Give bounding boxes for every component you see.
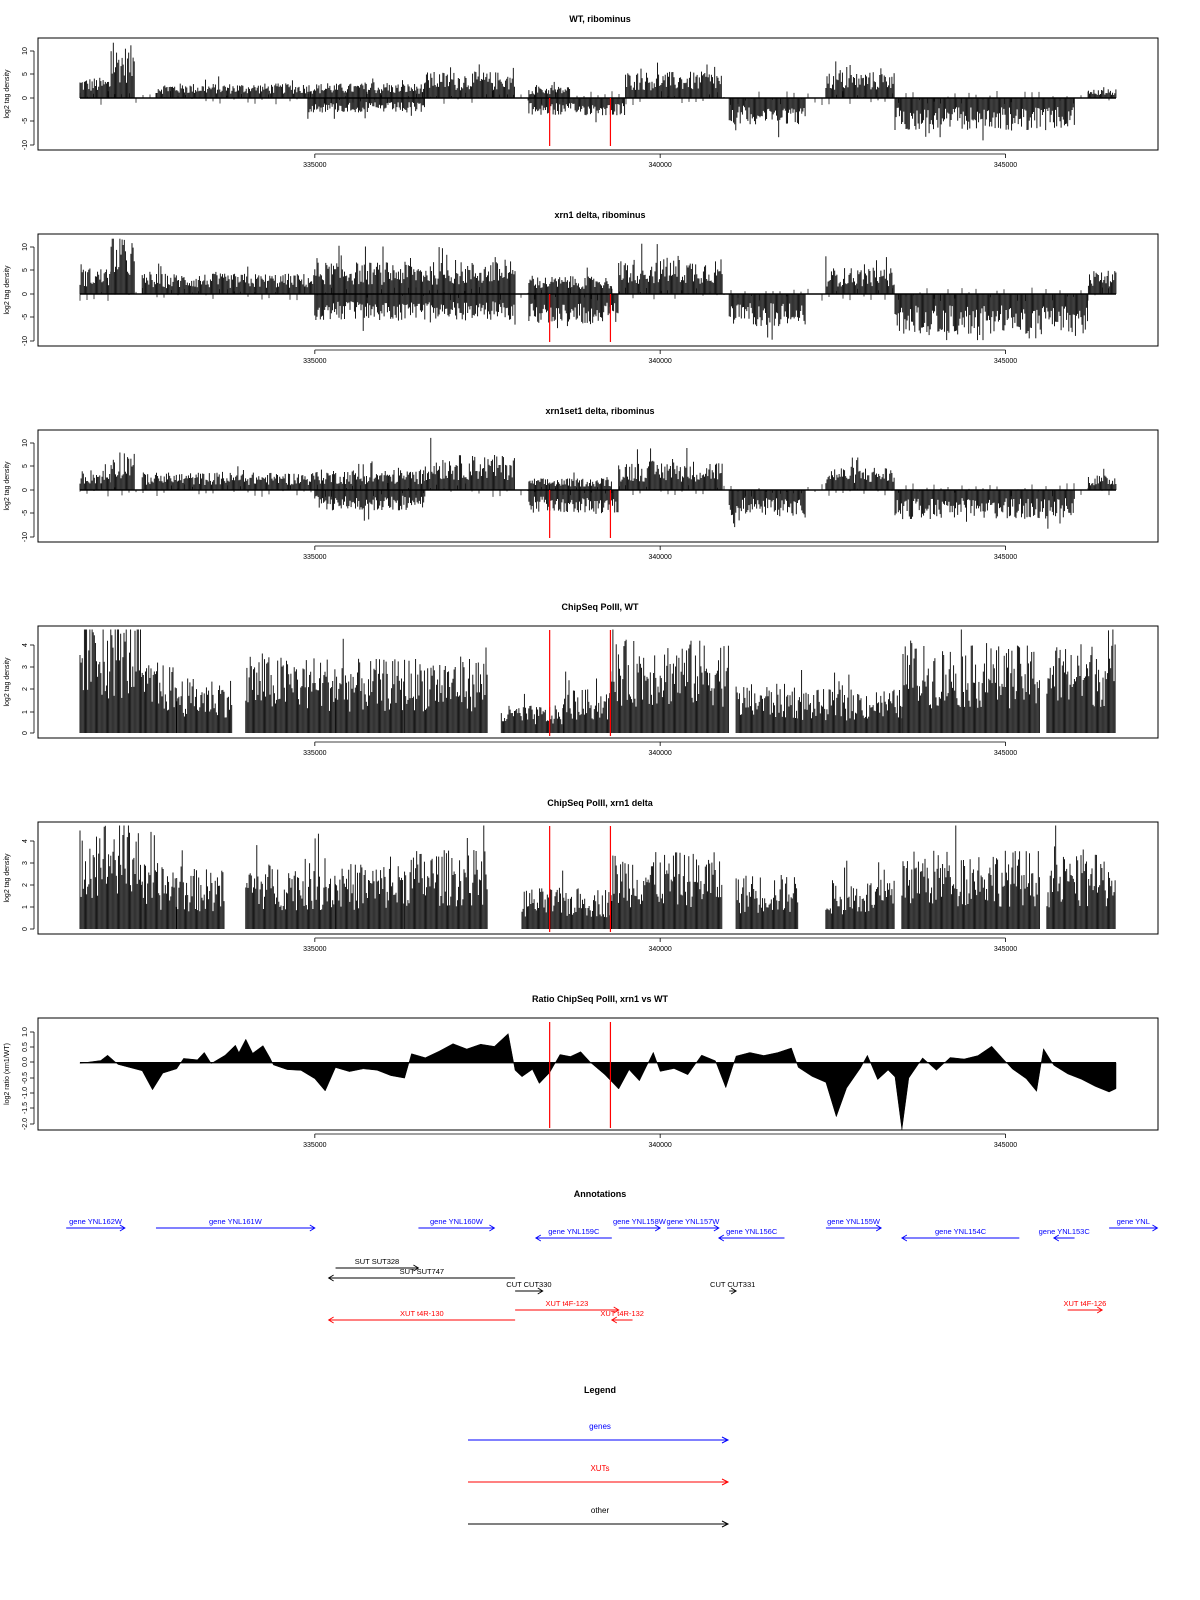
y-tick-label: 5 <box>22 72 29 76</box>
x-tick-label: 345000 <box>994 358 1017 365</box>
y-tick-label: 0 <box>22 927 29 931</box>
y-tick-label: -10 <box>22 140 29 150</box>
panel-title: ChipSeq PolII, WT <box>562 602 639 612</box>
y-tick-label: 5 <box>22 268 29 272</box>
y-tick-label: -10 <box>22 336 29 346</box>
signal-series <box>79 825 1116 929</box>
signal-series <box>79 629 1116 733</box>
panel-xrn1set1: xrn1set1 delta, ribominus 10 5 0 -5 -10 log2 t… <box>4 406 1159 561</box>
y-tick-label: 4 <box>22 643 29 647</box>
y-tick-label: 10 <box>22 439 29 447</box>
y-tick-label: -5 <box>22 118 29 124</box>
panel-title: xrn1set1 delta, ribominus <box>545 406 654 416</box>
y-tick-label: 10 <box>22 243 29 251</box>
y-tick-label: 1 <box>22 710 29 714</box>
panel-title: WT, ribominus <box>569 14 631 24</box>
x-tick-label: 345000 <box>994 554 1017 561</box>
x-tick-label: 345000 <box>994 162 1017 169</box>
x-tick-label: 340000 <box>648 162 671 169</box>
y-tick-label: 1 <box>22 905 29 909</box>
y-tick-label: -5 <box>22 314 29 320</box>
plot-frame <box>37 821 1159 935</box>
plot-frame <box>37 37 1159 151</box>
y-tick-label: 0 <box>22 731 29 735</box>
panel-chip_wt: ChipSeq PolII, WT 0 1 2 3 4 log2 tag density 33… <box>4 602 1159 757</box>
x-tick-label: 340000 <box>648 750 671 757</box>
x-tick-label: 335000 <box>303 358 326 365</box>
panel-wt: WT, ribominus 10 5 0 -5 -10 log2 tag density 33… <box>4 14 1159 169</box>
y-axis-label: log2 tag density <box>4 853 11 903</box>
x-tick-label: 340000 <box>648 554 671 561</box>
y-axis-label: log2 tag density <box>4 657 11 707</box>
x-tick-label: 335000 <box>303 750 326 757</box>
y-tick-label: 4 <box>22 839 29 843</box>
y-axis-label: log2 tag density <box>4 69 11 119</box>
x-tick-label: 335000 <box>303 554 326 561</box>
y-tick-label: -10 <box>22 532 29 542</box>
signal-series <box>79 238 1117 341</box>
x-tick-label: 340000 <box>648 358 671 365</box>
y-tick-label: -5 <box>22 510 29 516</box>
y-tick-label: 10 <box>22 47 29 55</box>
plot-frame <box>37 233 1159 347</box>
y-tick-label: 2 <box>22 687 29 691</box>
y-axis-label: log2 tag density <box>4 461 11 511</box>
panel-xrn1: xrn1 delta, ribominus 10 5 0 -5 -10 log2 tag d… <box>4 210 1159 365</box>
panel-title: xrn1 delta, ribominus <box>554 210 645 220</box>
x-tick-label: 335000 <box>303 946 326 953</box>
signal-series <box>79 42 1117 141</box>
panel-title: ChipSeq PolII, xrn1 delta <box>547 798 654 808</box>
y-tick-label: 3 <box>22 665 29 669</box>
y-tick-label: 0 <box>22 488 29 492</box>
plot-frame <box>37 429 1159 543</box>
y-tick-label: 0 <box>22 292 29 296</box>
x-tick-label: 340000 <box>648 946 671 953</box>
y-tick-label: 2 <box>22 883 29 887</box>
x-tick-label: 335000 <box>303 162 326 169</box>
signal-series <box>79 437 1117 529</box>
panel-chip_xrn1: ChipSeq PolII, xrn1 delta 0 1 2 3 4 log2 tag d… <box>4 798 1159 953</box>
y-tick-label: 5 <box>22 464 29 468</box>
plot-frame <box>37 625 1159 739</box>
x-tick-label: 345000 <box>994 750 1017 757</box>
x-tick-label: 345000 <box>994 946 1017 953</box>
y-axis-label: log2 tag density <box>4 265 11 315</box>
y-tick-label: 3 <box>22 861 29 865</box>
y-tick-label: 0 <box>22 96 29 100</box>
